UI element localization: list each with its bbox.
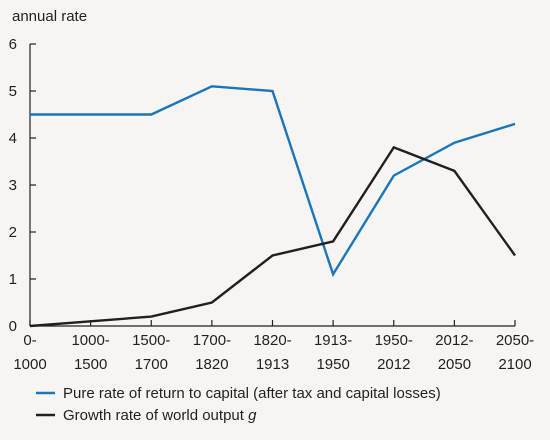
x-tick-label: 1820-1913 bbox=[253, 332, 291, 373]
y-axis-title: annual rate bbox=[12, 8, 87, 25]
x-tick-label: 2050-2100 bbox=[496, 332, 534, 373]
x-tick-label: 1500-1700 bbox=[132, 332, 170, 373]
series-line-world-output-growth bbox=[29, 145, 516, 328]
legend-label: Pure rate of return to capital (after ta… bbox=[63, 385, 441, 402]
y-tick-label: 0 bbox=[9, 318, 17, 335]
series-line-return-to-capital bbox=[30, 85, 516, 278]
y-tick-label: 2 bbox=[9, 224, 17, 241]
x-tick-label: 1950-2012 bbox=[375, 332, 413, 373]
x-tick-label: 1700-1820 bbox=[193, 332, 231, 373]
x-tick-label: 2012-2050 bbox=[435, 332, 473, 373]
axes: 0 1 2 3 4 5 6 0-1000 1000-1500 1500-1700 1700-1820… bbox=[9, 36, 535, 373]
legend-label: Growth rate of world output g bbox=[63, 407, 257, 424]
legend: Pure rate of return to capital (after ta… bbox=[36, 385, 441, 424]
y-tick-label: 5 bbox=[9, 83, 17, 100]
x-tick-label: 0-1000 bbox=[13, 332, 46, 373]
y-tick-label: 6 bbox=[9, 36, 17, 53]
x-tick-label: 1913-1950 bbox=[314, 332, 352, 373]
y-tick-label: 1 bbox=[9, 271, 17, 288]
x-tick-label: 1000-1500 bbox=[71, 332, 109, 373]
y-tick-label: 3 bbox=[9, 177, 17, 194]
series-layer bbox=[29, 85, 516, 328]
y-tick-label: 4 bbox=[9, 130, 17, 147]
